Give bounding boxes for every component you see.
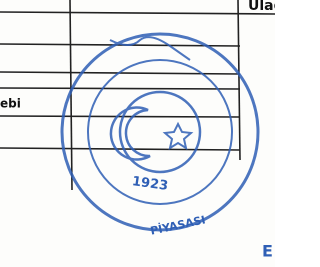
corner-letter: E: [262, 242, 273, 261]
header-text: Ulag: [248, 0, 275, 14]
rule: [0, 116, 240, 117]
page: Ulag ebi 1923 PİYASASI E (() => { const …: [0, 0, 320, 267]
document: Ulag ebi 1923 PİYASASI E: [0, 0, 275, 267]
rule: [0, 88, 240, 89]
row-label: ebi: [0, 97, 21, 111]
